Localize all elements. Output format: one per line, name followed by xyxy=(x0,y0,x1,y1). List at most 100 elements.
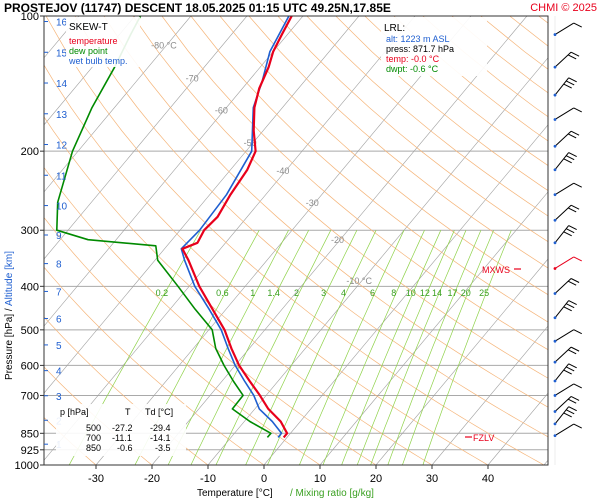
wind-barb xyxy=(553,204,580,222)
barb-feather xyxy=(568,225,577,231)
table-row-700-p: 700 xyxy=(86,433,101,443)
series-line-temperature xyxy=(181,16,293,439)
plot-frame xyxy=(43,15,549,466)
legend-wetbulb: wet bulb temp. xyxy=(68,56,128,66)
barb-feather xyxy=(567,280,577,286)
y-tick-label: 925 xyxy=(21,445,39,457)
dry-adiabat xyxy=(44,116,433,465)
mixing-ratio-line xyxy=(422,230,512,465)
wind-barb xyxy=(553,22,582,36)
dry-adiabat xyxy=(44,216,321,465)
table-row-850-td: -3.5 xyxy=(155,443,171,453)
barb-shaft xyxy=(554,51,572,68)
mixing-ratio-label: 4 xyxy=(341,288,346,298)
barb-dot xyxy=(553,434,557,437)
y-tick-label: 850 xyxy=(21,428,39,440)
barb-feather xyxy=(567,54,577,60)
barb-dot xyxy=(553,422,557,426)
y-tick-label: 600 xyxy=(21,360,39,372)
level-table: p [hPa] T Td [°C] 500 -27.2 -29.4 700 -1… xyxy=(56,404,186,456)
isotherm-0 xyxy=(263,124,548,465)
mixing-ratio-label: 17 xyxy=(447,288,457,298)
lrl-title: LRL: xyxy=(384,23,405,34)
barb-shaft xyxy=(554,204,572,221)
barb-shaft xyxy=(554,346,572,363)
wind-barb xyxy=(553,107,582,121)
barb-feather xyxy=(563,231,572,237)
barb-dot xyxy=(553,218,557,222)
barb-feather xyxy=(570,346,580,352)
table-row-850-t: -0.6 xyxy=(117,443,133,453)
legend-temperature: temperature xyxy=(69,36,118,46)
altitude-tick-label: 11 xyxy=(56,171,67,182)
barb-feather xyxy=(573,22,582,28)
wind-barb xyxy=(553,329,582,343)
legend-dewpoint: dew point xyxy=(69,46,108,56)
mixing-ratio-label: 6 xyxy=(370,288,375,298)
wind-barb xyxy=(553,130,580,148)
mixing-ratio-label: 1.4 xyxy=(267,288,280,298)
grid-layer: 0.2 0.6 1 1.4 2 3 4 6 8 10 12 14 17 20 25-80 °C-70-60-… xyxy=(44,16,548,465)
barb-feather xyxy=(567,133,577,139)
isotherm--70 xyxy=(44,16,248,260)
barb-dot xyxy=(553,168,557,172)
dry-adiabat xyxy=(132,16,548,379)
mixing-ratio-line xyxy=(245,230,358,465)
wind-barb xyxy=(553,77,577,97)
x-tick-label: 40 xyxy=(482,473,494,485)
barb-shaft xyxy=(554,383,575,396)
wind-barb xyxy=(553,152,577,172)
mixing-ratio-label: 8 xyxy=(391,288,396,298)
barb-feather xyxy=(565,228,575,234)
wind-barb xyxy=(553,256,582,270)
mxws-label: MXWS xyxy=(482,265,510,275)
isotherm--90 xyxy=(44,16,136,126)
barb-feather xyxy=(568,300,577,305)
barb-dot xyxy=(553,360,557,364)
isotherm-label: -20 xyxy=(331,235,344,245)
barb-dot xyxy=(553,316,557,320)
x-axis-title-extra: / Mixing ratio [g/kg] xyxy=(290,488,374,499)
mixing-ratio-label: 0.6 xyxy=(216,288,229,298)
isotherm-label: -40 xyxy=(276,166,289,176)
barb-feather xyxy=(567,398,577,404)
y-tick-label: 300 xyxy=(21,225,39,237)
mixing-ratio-label: 20 xyxy=(461,288,471,298)
wind-barb xyxy=(553,300,577,320)
barb-feather xyxy=(570,51,580,57)
series-line-dew-point xyxy=(56,16,272,438)
wind-barb xyxy=(553,406,577,426)
y-tick-label: 1000 xyxy=(15,460,39,472)
wind-barb xyxy=(553,396,580,413)
mixing-ratio-line xyxy=(356,230,455,465)
table-header-t: T xyxy=(125,407,131,417)
y-tick-label: 100 xyxy=(21,11,39,23)
altitude-tick-label: 3 xyxy=(56,392,62,403)
mixing-ratio-line xyxy=(341,230,442,465)
mixing-ratio-label: 25 xyxy=(479,288,489,298)
y-axis-separator: / xyxy=(4,306,15,314)
isotherm--20 xyxy=(151,16,528,465)
fzlv-label: FZLV xyxy=(473,433,494,443)
dry-adiabat xyxy=(103,16,548,408)
barb-dot xyxy=(553,65,557,69)
barb-dot xyxy=(553,93,557,97)
barb-feather xyxy=(565,80,575,86)
lrl-dwpt: dwpt: -0.6 °C xyxy=(386,64,439,74)
legend-box xyxy=(66,17,140,67)
wind-barb xyxy=(553,363,577,383)
dry-adiabat xyxy=(44,266,265,465)
x-tick-label: -30 xyxy=(88,473,104,485)
barb-shaft xyxy=(554,152,570,171)
dry-adiabat xyxy=(44,64,489,465)
altitude-tick-label: 13 xyxy=(56,110,68,121)
barb-shaft xyxy=(554,363,570,382)
altitude-tick-label: 10 xyxy=(56,202,68,213)
barb-dot xyxy=(553,267,557,270)
mixing-ratio-label: 10 xyxy=(406,288,416,298)
altitude-tick-label: 8 xyxy=(56,260,62,271)
barb-dot xyxy=(553,118,557,121)
mixing-ratio-label: 2 xyxy=(294,288,299,298)
dry-adiabat xyxy=(248,16,548,269)
